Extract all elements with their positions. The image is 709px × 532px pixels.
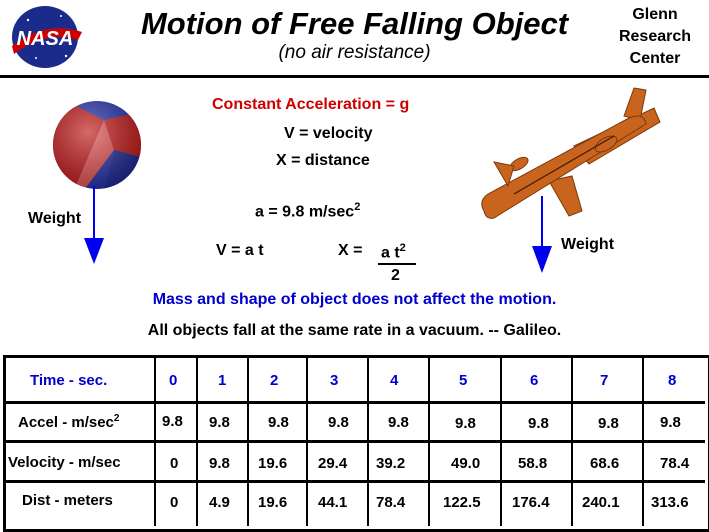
fraction-bar — [378, 263, 416, 265]
velocity-equation: V = a t — [216, 242, 264, 259]
table-col-divider — [500, 358, 502, 526]
acceleration-exponent: 2 — [354, 201, 361, 213]
table-col-divider — [428, 358, 430, 526]
table-cell: 176.4 — [512, 494, 550, 511]
velocity-definition: V = velocity — [284, 125, 373, 142]
table-cell: 9.8 — [528, 415, 549, 432]
table-cell: 313.6 — [651, 494, 689, 511]
table-cell: 9.8 — [162, 413, 183, 430]
accel-row-label: Accel - m/sec — [18, 414, 114, 431]
table-col-divider — [642, 358, 644, 526]
center-name: Glenn Research Center — [600, 4, 709, 70]
table-cell: 240.1 — [582, 494, 620, 511]
table-cell: 19.6 — [258, 494, 288, 511]
accel-row-label-exponent: 2 — [113, 413, 120, 424]
distance-equation-denominator: 2 — [391, 267, 400, 284]
center-line-3: Center — [629, 50, 681, 67]
table-row-divider — [3, 440, 705, 443]
nasa-logo-text: NASA — [17, 28, 74, 50]
mass-note: Mass and shape of object does not affect… — [152, 291, 557, 308]
table-row-label: Velocity - m/sec — [8, 454, 121, 471]
center-line-1: Glenn — [632, 6, 678, 23]
table-cell: 9.8 — [328, 414, 349, 431]
table-cell: 44.1 — [318, 494, 348, 511]
table-header-time: 0 — [169, 372, 178, 389]
table-col-divider — [154, 358, 156, 526]
table-header-time: 1 — [218, 372, 227, 389]
airplane-image — [481, 87, 661, 219]
table-header-label: Time - sec. — [30, 372, 108, 389]
table-cell: 0 — [170, 455, 179, 472]
table-header-time: 2 — [270, 372, 279, 389]
table-cell: 9.8 — [598, 415, 619, 432]
distance-equation-lhs: X = — [338, 242, 363, 259]
center-line-2: Research — [618, 28, 692, 45]
table-cell: 78.4 — [376, 494, 406, 511]
table-col-divider — [367, 358, 369, 526]
weight-label-left: Weight — [28, 210, 82, 227]
table-header-time: 8 — [668, 372, 677, 389]
distance-numerator-text: a t — [381, 244, 400, 262]
page-title: Motion of Free Falling Object — [140, 6, 569, 41]
table-cell: 39.2 — [376, 455, 406, 472]
table-header-time: 4 — [390, 372, 399, 389]
page-subtitle: (no air resistance) — [278, 42, 431, 63]
table-cell: 9.8 — [209, 414, 230, 431]
acceleration-value: a = 9.8 m/sec2 — [255, 201, 360, 221]
galileo-quote: All objects fall at the same rate in a v… — [147, 322, 562, 339]
table-header-time: 3 — [330, 372, 339, 389]
table-cell: 29.4 — [318, 455, 348, 472]
table-cell: 0 — [170, 494, 179, 511]
table-cell: 78.4 — [660, 455, 690, 472]
weight-arrow-right — [532, 196, 552, 273]
table-cell: 4.9 — [209, 494, 230, 511]
constant-acceleration-text: Constant Acceleration = g — [212, 96, 410, 113]
table-row-divider — [3, 480, 705, 483]
table-cell: 9.8 — [388, 414, 409, 431]
table-col-divider — [571, 358, 573, 526]
table-col-divider — [247, 358, 249, 526]
table-cell: 9.8 — [455, 415, 476, 432]
table-cell: 19.6 — [258, 455, 288, 472]
header-divider — [0, 75, 709, 78]
table-row-divider — [3, 401, 705, 404]
weight-arrow-left — [84, 186, 104, 264]
table-cell: 68.6 — [590, 455, 620, 472]
table-cell: 9.8 — [268, 414, 289, 431]
nasa-logo: NASA — [12, 6, 82, 68]
table-row-label: Dist - meters — [22, 492, 113, 509]
table-header-time: 6 — [530, 372, 539, 389]
table-header-time: 5 — [459, 372, 468, 389]
distance-numerator-exponent: 2 — [399, 242, 406, 254]
table-cell: 58.8 — [518, 455, 548, 472]
distance-equation-numerator: a t2 — [381, 242, 406, 262]
distance-definition: X = distance — [276, 152, 370, 169]
table-col-divider — [196, 358, 198, 526]
table-cell: 9.8 — [209, 455, 230, 472]
table-row-label: Accel - m/sec2 — [18, 413, 119, 431]
table-cell: 9.8 — [660, 414, 681, 431]
table-cell: 122.5 — [443, 494, 481, 511]
table-col-divider — [306, 358, 308, 526]
ball-image — [53, 101, 141, 189]
table-header-time: 7 — [600, 372, 609, 389]
acceleration-value-text: a = 9.8 m/sec — [255, 203, 355, 221]
weight-label-right: Weight — [561, 236, 615, 253]
table-cell: 49.0 — [451, 455, 481, 472]
